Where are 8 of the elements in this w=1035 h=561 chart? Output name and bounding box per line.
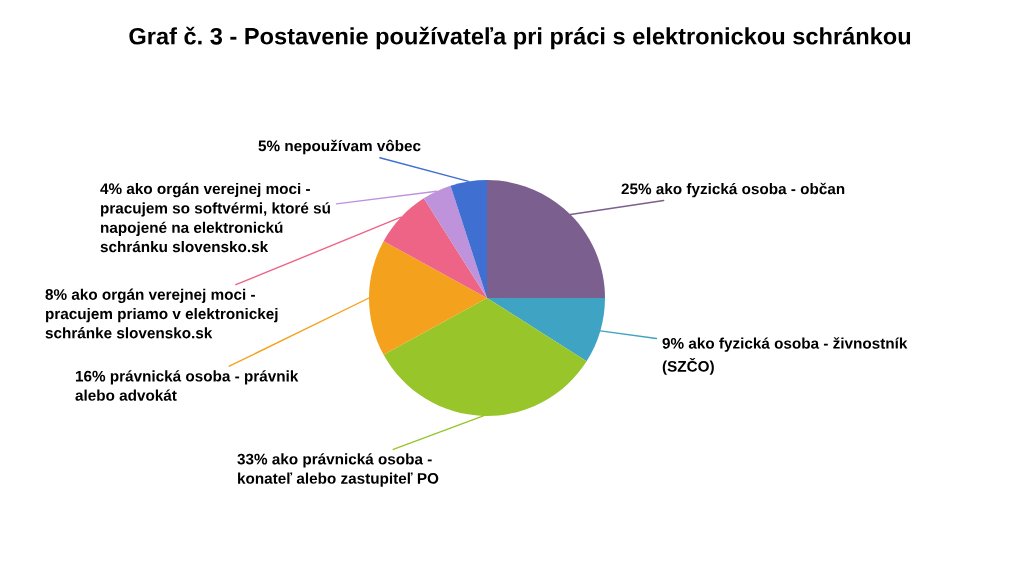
slice-label: 4% ako orgán verejnej moci - pracujem so softvérmi, ktoré sú napojené na elektronickú schránku slovensko.sk: [100, 182, 330, 253]
slice-label: 16% právnická osoba - právnik alebo advokát: [75, 370, 299, 401]
slice-label: 8% ako orgán verejnej moci - pracujem priamo v elektronickej schránke slovensko.sk: [45, 288, 278, 339]
chart-title: Graf č. 3 - Postavenie používateľa pri práci s elektronickou schránkou: [129, 26, 911, 50]
slice-label: 25% ako fyzická osoba - občan: [621, 182, 845, 198]
slice-label: 5% nepoužívam vôbec: [258, 139, 421, 155]
slice-label: 9% ako fyzická osoba - živnostník (SZČO): [662, 337, 908, 375]
slice-label: 33% ako právnická osoba - konateľ alebo zastupiteľ PO: [237, 453, 439, 487]
